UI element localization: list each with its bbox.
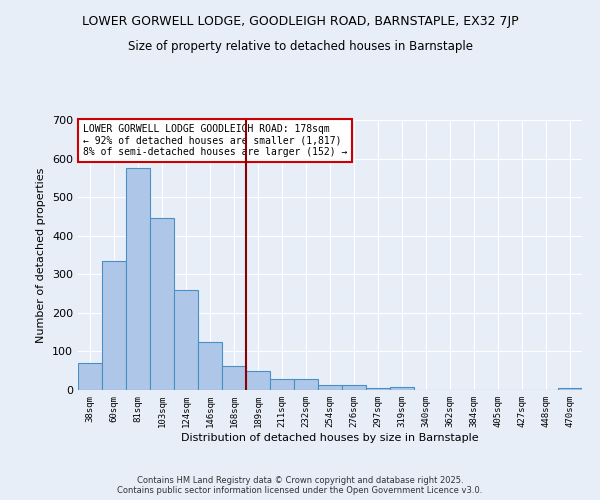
Bar: [318, 385, 342, 390]
Bar: [366, 388, 390, 390]
Bar: [390, 388, 414, 390]
Bar: [78, 363, 102, 390]
Text: Size of property relative to detached houses in Barnstaple: Size of property relative to detached ho…: [128, 40, 473, 53]
Bar: [270, 379, 294, 390]
Bar: [294, 379, 318, 390]
Bar: [150, 218, 174, 390]
Bar: [558, 388, 582, 390]
Bar: [174, 290, 198, 390]
Bar: [222, 366, 246, 390]
Bar: [342, 385, 366, 390]
Y-axis label: Number of detached properties: Number of detached properties: [37, 168, 46, 342]
Bar: [246, 370, 270, 390]
Bar: [198, 342, 222, 390]
Bar: [102, 261, 126, 390]
X-axis label: Distribution of detached houses by size in Barnstaple: Distribution of detached houses by size …: [181, 432, 479, 442]
Bar: [126, 168, 150, 390]
Text: LOWER GORWELL LODGE GOODLEIGH ROAD: 178sqm
← 92% of detached houses are smaller : LOWER GORWELL LODGE GOODLEIGH ROAD: 178s…: [83, 124, 347, 157]
Text: LOWER GORWELL LODGE, GOODLEIGH ROAD, BARNSTAPLE, EX32 7JP: LOWER GORWELL LODGE, GOODLEIGH ROAD, BAR…: [82, 15, 518, 28]
Text: Contains HM Land Registry data © Crown copyright and database right 2025.
Contai: Contains HM Land Registry data © Crown c…: [118, 476, 482, 495]
